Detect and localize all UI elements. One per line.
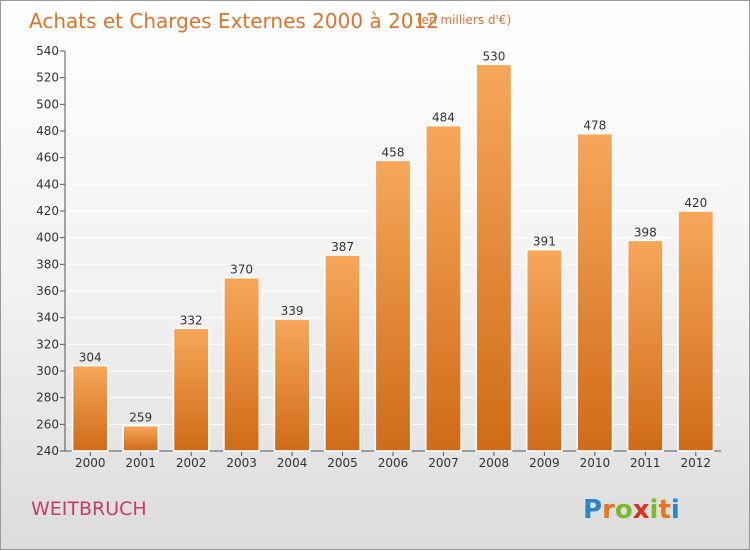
data-label-2001: 259 [129,411,152,425]
logo-letter: i [650,495,659,525]
bar-2004 [273,318,311,452]
bar-2001 [122,424,160,452]
logo-letter: t [658,495,670,525]
y-tick-label: 520 [36,71,59,85]
y-tick-label: 440 [36,177,59,191]
x-tick-label-2002: 2002 [176,456,207,470]
x-tick-label-2006: 2006 [378,456,409,470]
logo-letter: x [633,495,650,525]
commune-name: WEITBRUCH [31,498,147,520]
bar-2008 [475,63,513,452]
data-label-2005: 387 [331,240,354,254]
data-label-2002: 332 [180,313,203,327]
logo-letter: i [671,495,680,525]
y-tick-label: 480 [36,124,59,138]
data-label-2000: 304 [79,351,102,365]
bar-2009 [525,248,563,452]
x-tick-label-2001: 2001 [125,456,156,470]
x-tick-label-2009: 2009 [529,456,560,470]
bar-2012 [677,210,715,452]
data-labels: 304 259 332 370 339 387 458 484 530 391 478 398 420 [79,49,707,424]
y-tick-label: 260 [36,417,59,431]
data-label-2007: 484 [432,111,455,125]
data-label-2004: 339 [281,304,304,318]
y-tick-label: 460 [36,151,59,165]
logo-letter: P [583,495,602,525]
logo-letter: o [615,495,633,525]
data-label-2006: 458 [382,145,405,159]
x-tick-label-2010: 2010 [580,456,611,470]
y-tick-label: 500 [36,97,59,111]
y-tick-label: 400 [36,231,59,245]
y-tick-label: 340 [36,311,59,325]
data-label-2009: 391 [533,235,556,249]
bar-2010 [576,132,614,452]
y-tick-label: 320 [36,337,59,351]
data-label-2003: 370 [230,263,253,277]
y-tick-label: 360 [36,284,59,298]
x-tick-label-2007: 2007 [428,456,459,470]
chart-subtitle: (en milliers d'€) [417,13,511,27]
data-label-2012: 420 [684,196,707,210]
x-tick-label-2012: 2012 [680,456,711,470]
bars [71,63,715,452]
bar-2006 [374,159,412,452]
data-label-2010: 478 [583,119,606,133]
y-tick-label: 540 [36,44,59,58]
bar-2000 [71,364,109,452]
bar-2011 [626,239,664,452]
y-tick-label: 420 [36,204,59,218]
bar-2002 [172,327,210,452]
bar-2003 [223,276,261,452]
proxiti-logo: Proxiti [583,495,680,525]
x-tick-label-2011: 2011 [630,456,661,470]
x-tick-label-2003: 2003 [226,456,257,470]
x-tick-label-2000: 2000 [75,456,106,470]
y-tick-label: 240 [36,444,59,458]
y-tick-label: 380 [36,257,59,271]
x-tick-label-2005: 2005 [327,456,358,470]
chart-title: Achats et Charges Externes 2000 à 2012 [29,9,439,33]
y-tick-label: 300 [36,364,59,378]
bar-2005 [324,254,361,452]
data-label-2011: 398 [634,225,657,239]
bar-2007 [425,124,462,452]
x-tick-label-2004: 2004 [277,456,308,470]
y-tick-label: 280 [36,391,59,405]
logo-letter: r [602,495,615,525]
x-tick-label-2008: 2008 [479,456,510,470]
data-label-2008: 530 [482,49,505,63]
